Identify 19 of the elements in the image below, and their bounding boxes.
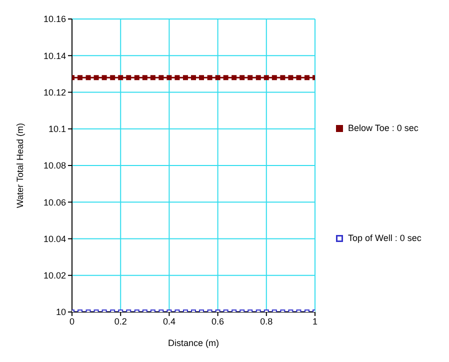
x-tick-label: 0.6 <box>212 316 224 326</box>
x-tick-label: 0.8 <box>260 316 273 326</box>
legend-label: Below Toe : 0 sec <box>348 123 418 133</box>
y-tick-label: 10.04 <box>43 234 66 244</box>
y-axis-title: Water Total Head (m) <box>15 122 26 208</box>
x-tick-label: 0.4 <box>162 316 176 326</box>
x-tick-label: 0 <box>69 316 75 326</box>
x-tick-label: 1 <box>312 316 318 326</box>
y-tick-label: 10.08 <box>43 160 66 171</box>
y-tick-label: 10.12 <box>43 87 66 98</box>
legend-label: Top of Well : 0 sec <box>348 233 422 243</box>
x-axis-title: Distance (m) <box>168 338 220 348</box>
y-tick-label: 10.1 <box>48 124 66 134</box>
y-tick-label: 10 <box>56 307 66 318</box>
y-tick-label: 10.06 <box>43 197 66 208</box>
x-tick-label: 0.2 <box>114 316 127 326</box>
y-tick-label: 10.14 <box>43 50 66 61</box>
y-tick-label: 10.16 <box>43 14 66 24</box>
y-tick-label: 10.02 <box>43 270 66 281</box>
